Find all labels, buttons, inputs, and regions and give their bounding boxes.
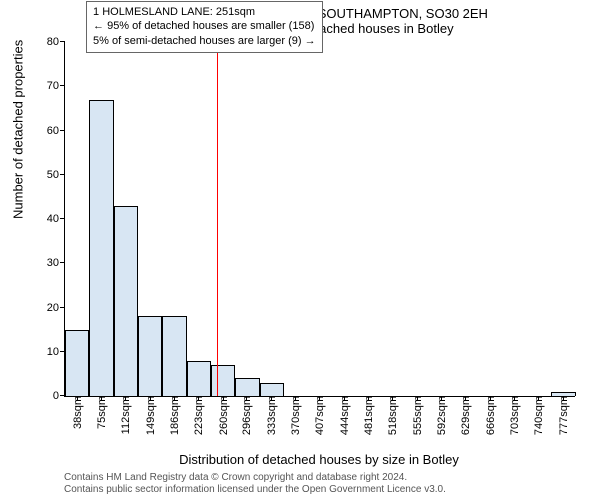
y-axis-label: Number of detached properties — [11, 40, 26, 219]
plot-area: 0102030405060708038sqm75sqm112sqm149sqm1… — [64, 42, 575, 397]
x-tick-mark — [465, 396, 466, 401]
x-tick-label: 333sqm — [264, 396, 278, 435]
y-tick-label: 0 — [53, 390, 65, 402]
y-tick-label: 70 — [47, 80, 65, 92]
x-tick-label: 666sqm — [483, 396, 497, 435]
histogram-bar — [235, 378, 259, 396]
y-tick-mark — [60, 174, 65, 175]
legend-line: 5% of semi-detached houses are larger (9… — [93, 34, 316, 49]
x-tick-label: 260sqm — [216, 396, 230, 435]
x-tick-mark — [368, 396, 369, 401]
histogram-bar — [260, 383, 284, 396]
y-tick-mark — [60, 41, 65, 42]
x-tick-mark — [538, 396, 539, 401]
y-tick-label: 40 — [47, 213, 65, 225]
x-tick-mark — [271, 396, 272, 401]
footer-line-1: Contains HM Land Registry data © Crown c… — [64, 472, 407, 483]
histogram-bar — [114, 206, 138, 396]
y-tick-label: 30 — [47, 257, 65, 269]
x-tick-mark — [150, 396, 151, 401]
x-tick-mark — [198, 396, 199, 401]
x-tick-mark — [246, 396, 247, 401]
x-tick-label: 629sqm — [458, 396, 472, 435]
x-tick-label: 518sqm — [385, 396, 399, 435]
x-tick-mark — [490, 396, 491, 401]
histogram-bar — [551, 392, 575, 396]
x-tick-mark — [295, 396, 296, 401]
y-tick-mark — [60, 307, 65, 308]
y-tick-label: 10 — [47, 346, 65, 358]
x-tick-mark — [77, 396, 78, 401]
y-tick-label: 20 — [47, 302, 65, 314]
x-tick-label: 223sqm — [191, 396, 205, 435]
histogram-bar — [162, 316, 186, 396]
x-tick-mark — [441, 396, 442, 401]
histogram-bar — [65, 330, 89, 396]
histogram-bar — [138, 316, 162, 396]
x-tick-label: 592sqm — [434, 396, 448, 435]
x-tick-label: 481sqm — [361, 396, 375, 435]
y-tick-mark — [60, 130, 65, 131]
x-tick-label: 149sqm — [143, 396, 157, 435]
y-tick-label: 50 — [47, 169, 65, 181]
x-tick-mark — [319, 396, 320, 401]
x-axis-label: Distribution of detached houses by size … — [64, 452, 574, 467]
x-tick-mark — [392, 396, 393, 401]
histogram-bar — [187, 361, 211, 396]
x-tick-mark — [344, 396, 345, 401]
y-tick-mark — [60, 262, 65, 263]
y-tick-mark — [60, 85, 65, 86]
chart-container: 1, HOLMESLAND LANE, BOTLEY, SOUTHAMPTON,… — [0, 0, 600, 500]
x-tick-label: 296sqm — [239, 396, 253, 435]
x-tick-mark — [514, 396, 515, 401]
reference-line — [217, 42, 218, 396]
x-tick-label: 112sqm — [118, 396, 132, 434]
footer-line-2: Contains public sector information licen… — [64, 484, 446, 495]
x-tick-label: 555sqm — [410, 396, 424, 435]
legend-line: 1 HOLMESLAND LANE: 251sqm — [93, 5, 316, 20]
y-tick-label: 60 — [47, 125, 65, 137]
x-tick-mark — [417, 396, 418, 401]
x-tick-label: 186sqm — [167, 396, 181, 435]
y-tick-mark — [60, 218, 65, 219]
x-tick-label: 444sqm — [337, 396, 351, 435]
x-tick-label: 370sqm — [288, 396, 302, 435]
x-tick-mark — [223, 396, 224, 401]
x-tick-mark — [101, 396, 102, 401]
x-tick-label: 777sqm — [556, 396, 570, 435]
x-tick-mark — [125, 396, 126, 401]
x-tick-mark — [563, 396, 564, 401]
histogram-bar — [211, 365, 235, 396]
x-tick-label: 407sqm — [312, 396, 326, 435]
legend-box: 1 HOLMESLAND LANE: 251sqm← 95% of detach… — [86, 1, 323, 54]
x-tick-label: 703sqm — [507, 396, 521, 435]
histogram-bar — [89, 100, 113, 396]
legend-line: ← 95% of detached houses are smaller (15… — [93, 19, 316, 34]
x-tick-label: 740sqm — [531, 396, 545, 435]
x-tick-mark — [174, 396, 175, 401]
y-tick-label: 80 — [47, 36, 65, 48]
